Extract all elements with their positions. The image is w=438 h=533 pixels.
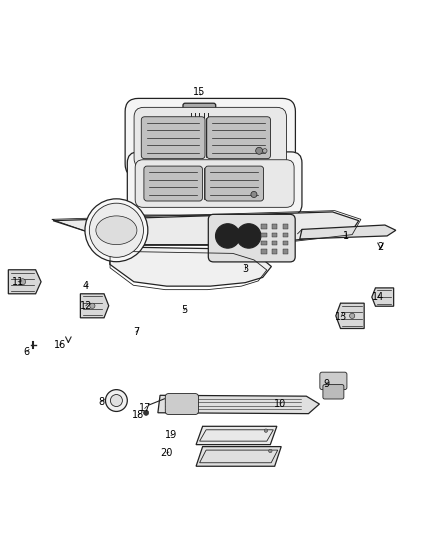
Bar [272,224,277,229]
Bar [283,224,288,229]
Bar [261,224,267,229]
FancyBboxPatch shape [205,166,264,201]
Polygon shape [158,395,319,414]
Text: 18: 18 [132,410,145,420]
Bar [261,241,267,245]
Bar [283,249,288,254]
FancyBboxPatch shape [134,107,286,168]
FancyBboxPatch shape [323,385,344,399]
Text: 6: 6 [24,346,30,357]
Polygon shape [336,303,364,328]
FancyBboxPatch shape [127,152,302,215]
Polygon shape [81,294,109,318]
Text: 2: 2 [378,242,384,252]
Circle shape [251,191,257,198]
Text: 9: 9 [323,379,329,390]
Text: 3: 3 [242,264,248,273]
Circle shape [256,147,263,154]
Text: 19: 19 [165,431,177,440]
Text: 15: 15 [193,87,205,97]
FancyBboxPatch shape [165,393,198,415]
Text: 5: 5 [181,305,187,315]
Bar [272,249,277,254]
Text: 4: 4 [83,281,89,291]
Ellipse shape [96,216,137,245]
Circle shape [19,279,25,285]
Text: 12: 12 [80,301,92,311]
Text: 10: 10 [274,399,286,409]
Circle shape [263,149,267,153]
FancyBboxPatch shape [207,117,271,159]
FancyBboxPatch shape [135,160,294,207]
Bar [272,232,277,237]
Circle shape [110,394,122,407]
Polygon shape [110,247,272,286]
Circle shape [106,390,127,411]
FancyBboxPatch shape [141,117,205,159]
FancyBboxPatch shape [320,372,347,390]
Circle shape [268,449,272,453]
Polygon shape [8,270,41,294]
Polygon shape [300,225,396,239]
Circle shape [90,303,95,309]
FancyBboxPatch shape [208,214,295,262]
Text: 16: 16 [53,340,66,350]
Circle shape [237,224,261,248]
Text: 20: 20 [160,448,173,458]
Polygon shape [196,447,281,466]
Polygon shape [53,212,359,245]
Circle shape [85,199,148,262]
Circle shape [215,224,240,248]
Text: 13: 13 [335,312,347,322]
Bar [261,232,267,237]
FancyBboxPatch shape [144,166,202,201]
Bar [283,241,288,245]
Bar [272,241,277,245]
Polygon shape [196,426,277,445]
Circle shape [350,313,355,318]
Text: 8: 8 [98,397,104,407]
Circle shape [89,203,144,257]
Text: 14: 14 [372,292,385,302]
Circle shape [264,429,268,432]
Circle shape [144,410,149,415]
Polygon shape [372,288,394,306]
Text: 11: 11 [12,277,24,287]
Bar [283,232,288,237]
FancyBboxPatch shape [125,99,295,177]
FancyBboxPatch shape [183,103,216,116]
Text: 7: 7 [133,327,139,337]
Text: 17: 17 [138,403,151,414]
Text: 1: 1 [343,231,349,241]
Bar [261,249,267,254]
